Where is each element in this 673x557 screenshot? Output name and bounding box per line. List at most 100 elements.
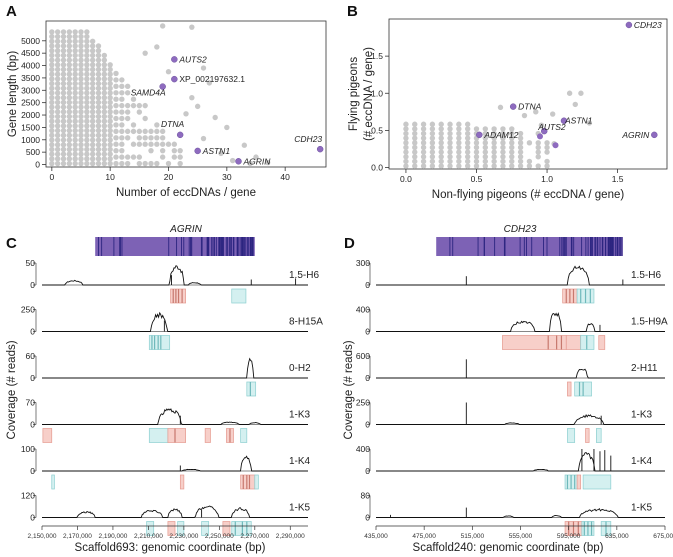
grey-point [403, 135, 409, 141]
grey-point [95, 146, 102, 153]
plot-frame-b [388, 18, 668, 170]
grey-point [491, 140, 497, 146]
grey-point [49, 80, 55, 87]
grey-point [136, 154, 143, 160]
grey-point [89, 132, 96, 139]
grey-point [54, 85, 61, 92]
grey-point [72, 156, 78, 162]
grey-point [171, 141, 178, 147]
grey-point [517, 144, 524, 151]
grey-point [72, 47, 78, 54]
grey-point [101, 85, 108, 92]
grey-point [438, 144, 444, 151]
track-ymin-label: 0 [365, 420, 370, 430]
grey-point [107, 137, 113, 143]
grey-point [183, 111, 189, 117]
coverage-line [376, 414, 665, 425]
grey-point [89, 95, 96, 101]
grey-point [124, 109, 131, 115]
grey-point [500, 126, 506, 132]
grey-point [78, 76, 84, 82]
eccdna-region [167, 521, 176, 536]
grey-point [464, 121, 471, 127]
grey-point [159, 141, 166, 147]
grey-point [124, 115, 131, 122]
grey-point [72, 76, 78, 82]
grey-point [54, 47, 61, 54]
grey-point [49, 85, 55, 92]
grey-point [60, 156, 67, 162]
grey-point [54, 38, 61, 44]
eccdna-region [179, 474, 185, 490]
sample-label: 1-K5 [631, 503, 653, 514]
grey-point [66, 33, 73, 40]
annotation-cdh23: CDH23 [294, 134, 322, 144]
grey-point [429, 154, 436, 160]
grey-point [49, 71, 55, 77]
coverage-line [376, 312, 665, 332]
grey-point [95, 95, 102, 101]
y-axis-ticks-b: 0.0 0.5 1.0 1.5 [371, 51, 389, 173]
grey-point [206, 80, 213, 86]
grey-point [119, 128, 125, 135]
grey-point [482, 163, 489, 169]
grey-point [420, 130, 427, 137]
panel-label-d: D [344, 235, 355, 252]
grey-point [107, 62, 113, 68]
grey-point [84, 43, 90, 49]
grey-point [60, 71, 67, 77]
grey-point [66, 104, 73, 110]
gene-body [436, 237, 623, 256]
grey-point [447, 158, 453, 165]
grey-point [89, 160, 96, 167]
coverage-tracks-d: 300 0 1.5-H6 400 0 1.5-H9A 600 0 2-H11 250 0 1-K3 40… [356, 258, 668, 536]
coverage-panel-d: CDH23 300 0 1.5-H6 400 0 1.5-H9A 600 0 2-H11 250 0… [343, 224, 673, 554]
eccdna-region [204, 428, 211, 443]
grey-point [78, 118, 84, 124]
grey-point [78, 142, 84, 148]
track-ymin-label: 0 [30, 373, 35, 383]
grey-point [500, 158, 506, 165]
eccdna-region [167, 428, 186, 443]
grey-point [113, 77, 119, 83]
grey-point [113, 141, 119, 147]
track-ymin-label: 0 [30, 280, 35, 290]
grey-point [60, 85, 67, 92]
grey-point [60, 29, 67, 35]
grey-point [66, 132, 73, 139]
grey-point [165, 160, 172, 167]
highlight-point [536, 133, 543, 140]
x-axis-ticks-d: 435,000 475,000 515,000 555,000 595,000 635,0… [364, 525, 673, 540]
grey-point [49, 127, 55, 134]
grey-point [54, 132, 61, 139]
grey-point [130, 102, 137, 109]
grey-point [533, 109, 539, 115]
grey-point [95, 160, 102, 167]
grey-point [84, 151, 90, 157]
grey-point [177, 154, 183, 160]
eccdna-region [580, 335, 595, 350]
grey-point [49, 146, 55, 153]
grey-point [429, 130, 436, 137]
grey-point [119, 96, 125, 102]
grey-point [84, 90, 90, 96]
x-tick-label: 2,150,000 [28, 533, 57, 540]
grey-point [438, 130, 444, 137]
grey-point [60, 109, 67, 115]
grey-point [72, 29, 78, 35]
grey-point [72, 160, 78, 167]
grey-point [107, 132, 113, 139]
grey-point [438, 135, 444, 141]
grey-point [60, 47, 67, 54]
eccdna-region [146, 521, 155, 536]
y-tick-label-a: 500 [26, 147, 40, 157]
grey-point [159, 135, 166, 141]
x-tick-label: 2,210,000 [134, 533, 163, 540]
grey-point [72, 146, 78, 153]
grey-point [544, 144, 550, 151]
grey-point [84, 146, 90, 153]
grey-point [49, 43, 55, 49]
track-ymin-label: 0 [365, 466, 370, 476]
grey-point [54, 127, 61, 134]
grey-point [49, 33, 55, 40]
